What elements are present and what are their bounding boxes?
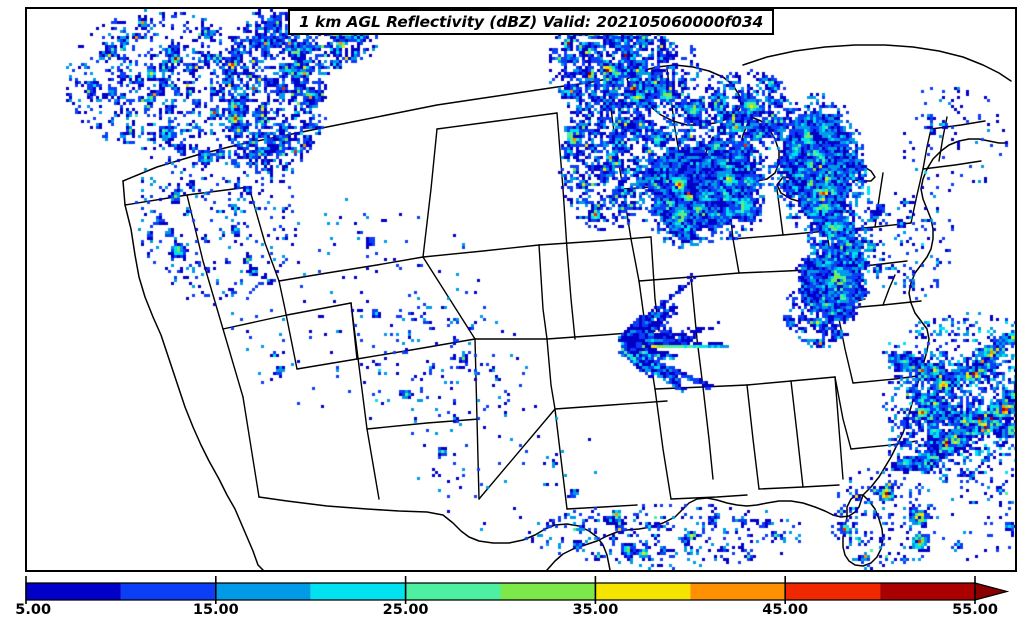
radar-reflectivity-layer (27, 9, 1015, 570)
colorbar-svg (25, 576, 1010, 604)
title-box: 1 km AGL Reflectivity (dBZ) Valid: 20210… (288, 9, 775, 35)
colorbar-band (310, 583, 406, 600)
colorbar-band (880, 583, 975, 600)
colorbar-tick-label: 25.00 (382, 602, 429, 618)
colorbar-band (690, 583, 786, 600)
map-panel[interactable] (25, 7, 1017, 572)
colorbar-tick-label: 5.00 (15, 602, 52, 618)
colorbar-tick-labels: 5.00 15.00 25.00 35.00 45.00 55.00 (0, 576, 1033, 632)
colorbar-extend-arrow (975, 583, 1007, 600)
page-title: 1 km AGL Reflectivity (dBZ) Valid: 20210… (299, 13, 764, 31)
colorbar-band (26, 583, 121, 600)
colorbar-tick-label: 35.00 (572, 602, 619, 618)
colorbar-band (785, 583, 881, 600)
colorbar-tick-label: 45.00 (762, 602, 809, 618)
colorbar[interactable]: 5.00 15.00 25.00 35.00 45.00 55.00 (0, 576, 1033, 632)
colorbar-band (405, 583, 501, 600)
colorbar-tick-label: 15.00 (192, 602, 239, 618)
colorbar-ticks (25, 576, 976, 604)
colorbar-tick-label: 55.00 (952, 602, 998, 618)
colorbar-band (215, 583, 311, 600)
colorbar-band (500, 583, 596, 600)
colorbar-band (120, 583, 216, 600)
colorbar-band (595, 583, 691, 600)
colorbar-bands (25, 582, 1010, 601)
